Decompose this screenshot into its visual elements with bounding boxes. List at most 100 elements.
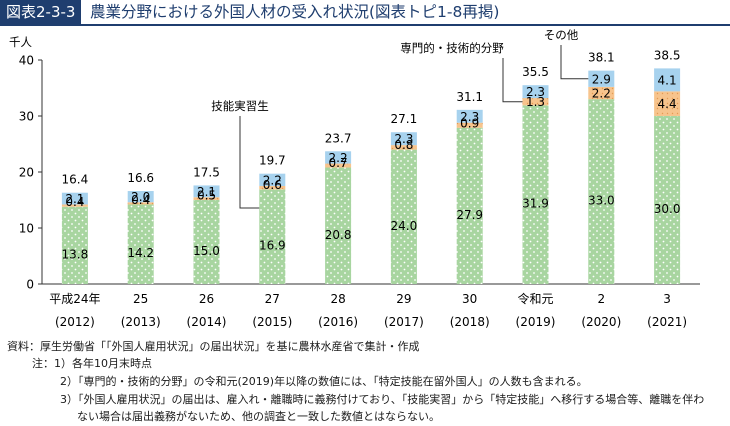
bar-segment-specialist	[127, 202, 154, 205]
value-label-specialist: 4.4	[658, 97, 677, 111]
x-tick-label-year: (2012)	[55, 315, 95, 329]
total-label: 38.1	[588, 51, 615, 65]
value-label-technical-intern: 33.0	[588, 194, 615, 208]
bar-segment-other	[259, 173, 286, 186]
x-tick-label: 27	[265, 292, 280, 306]
total-label: 27.1	[391, 112, 418, 126]
value-label-other: 2.0	[131, 190, 150, 204]
y-tick-label: 40	[19, 54, 34, 68]
bar-segment-specialist	[259, 186, 286, 190]
x-tick-label-year: (2019)	[516, 315, 556, 329]
note-2: 2）「専門的・技術的分野」の令和元(2019)年以降の数値には、「特定技能在留外…	[60, 375, 588, 388]
bar-segment-specialist	[588, 86, 615, 100]
y-tick-label: 30	[19, 110, 34, 124]
bar-segment-other	[325, 151, 352, 164]
value-label-other: 2.3	[394, 132, 413, 146]
bar-segment-technical-intern	[390, 149, 417, 284]
value-label-technical-intern: 31.9	[522, 197, 549, 211]
value-label-other: 2.2	[329, 151, 348, 165]
x-tick-label-year: (2014)	[187, 315, 227, 329]
value-label-technical-intern: 27.9	[456, 208, 483, 222]
value-label-technical-intern: 20.8	[325, 228, 352, 242]
value-label-specialist: 0.6	[263, 178, 282, 192]
x-tick-label: 3	[663, 292, 671, 306]
x-tick-label: 30	[462, 292, 477, 306]
value-label-specialist: 0.9	[460, 116, 479, 130]
bar-segment-other	[127, 191, 154, 203]
callout-specialist: 専門的・技術的分野	[400, 41, 504, 55]
callout-line-other	[560, 45, 589, 80]
bar-segment-specialist	[61, 204, 88, 207]
bar-segment-other	[456, 109, 483, 123]
source-note: 資料：厚生労働省「｢外国人雇用状況」の届出状況」を基に農林水産省で集計・作成	[7, 340, 420, 353]
callout-line-specialist	[502, 58, 523, 103]
value-label-specialist: 0.4	[131, 193, 150, 207]
y-tick-label: 0	[26, 278, 34, 292]
x-tick-label-year: (2013)	[121, 315, 161, 329]
value-label-technical-intern: 16.9	[259, 239, 286, 253]
callout-technical-intern: 技能実習生	[211, 99, 269, 113]
value-label-other: 2.1	[197, 185, 216, 199]
x-tick-label: 29	[396, 292, 411, 306]
bar-segment-specialist	[456, 122, 483, 128]
value-label-technical-intern: 24.0	[391, 219, 418, 233]
value-label-other: 2.3	[526, 85, 545, 99]
x-tick-label-year: (2021)	[647, 315, 687, 329]
figure-header: 図表2-3-3 農業分野における外国人材の受入れ状況(図表トピ1-8再掲)	[0, 0, 730, 26]
x-tick-label: 28	[330, 292, 345, 306]
value-label-technical-intern: 13.8	[62, 247, 89, 261]
bar-segment-other	[193, 185, 220, 198]
total-label: 17.5	[193, 165, 220, 179]
value-label-other: 2.9	[592, 72, 611, 86]
figure-label: 図表2-3-3	[0, 0, 82, 25]
x-tick-label: 令和元	[517, 291, 553, 306]
value-label-specialist: 0.5	[197, 189, 216, 203]
value-label-other: 2.3	[460, 110, 479, 124]
y-tick-label: 20	[19, 166, 34, 180]
x-tick-label-year: (2016)	[318, 315, 358, 329]
value-label-other: 4.1	[658, 73, 677, 87]
total-label: 16.4	[62, 173, 89, 187]
stacked-bar-chart: 千人 0 10 20 30 40 平成24年 (2012) 25 (2013) 26 (2014) 27…	[9, 28, 700, 329]
bar-segment-technical-intern	[61, 206, 88, 284]
total-label: 23.7	[325, 131, 352, 145]
note-3-line-2: ない場合は届出義務がないため、他の調査と一致した数値とはならない。	[77, 410, 440, 423]
bar-segment-technical-intern	[456, 127, 483, 284]
total-label: 31.1	[456, 90, 483, 104]
bar-segment-technical-intern	[259, 189, 286, 284]
bar-segment-specialist	[325, 163, 352, 168]
total-label: 35.5	[522, 65, 549, 79]
note-1: 注：1）各年10月末時点	[32, 357, 152, 370]
note-3-line-1: 3）「外国人雇用状況」の届出は、雇入れ・離職時に義務付けており、「技能実習」から…	[60, 393, 705, 406]
bar-segment-other	[654, 68, 681, 92]
bar-segment-other	[390, 132, 417, 146]
value-label-other: 2.2	[263, 173, 282, 187]
bar-segment-other	[588, 70, 615, 87]
value-label-specialist: 0.7	[329, 156, 348, 170]
x-tick-label-year: (2020)	[581, 315, 621, 329]
y-tick-label: 10	[19, 222, 34, 236]
value-label-specialist: 0.8	[394, 138, 413, 152]
figure-title: 農業分野における外国人材の受入れ状況(図表トピ1-8再掲)	[90, 3, 500, 21]
total-label: 19.7	[259, 154, 286, 168]
bar-segment-technical-intern	[193, 200, 220, 284]
x-tick-label-year: (2015)	[252, 315, 292, 329]
x-tick-label-year: (2017)	[384, 315, 424, 329]
x-tick-label: 25	[133, 292, 148, 306]
bar-segment-other	[522, 85, 549, 99]
value-label-specialist: 2.2	[592, 87, 611, 101]
bar-segment-technical-intern	[325, 167, 352, 284]
callout-other: その他	[544, 28, 579, 42]
value-label-technical-intern: 15.0	[193, 244, 220, 258]
value-label-other: 2.1	[65, 192, 84, 206]
x-tick-label: 2	[597, 292, 605, 306]
bar-segment-technical-intern	[654, 116, 681, 284]
header-rule	[0, 24, 730, 26]
bar-segment-specialist	[390, 145, 417, 150]
bar-segment-technical-intern	[522, 105, 549, 284]
bar-segment-specialist	[193, 197, 220, 200]
bar-segment-technical-intern	[127, 204, 154, 284]
value-label-technical-intern: 14.2	[127, 246, 154, 260]
x-tick-label-year: (2018)	[450, 315, 490, 329]
bar-segment-specialist	[522, 98, 549, 106]
